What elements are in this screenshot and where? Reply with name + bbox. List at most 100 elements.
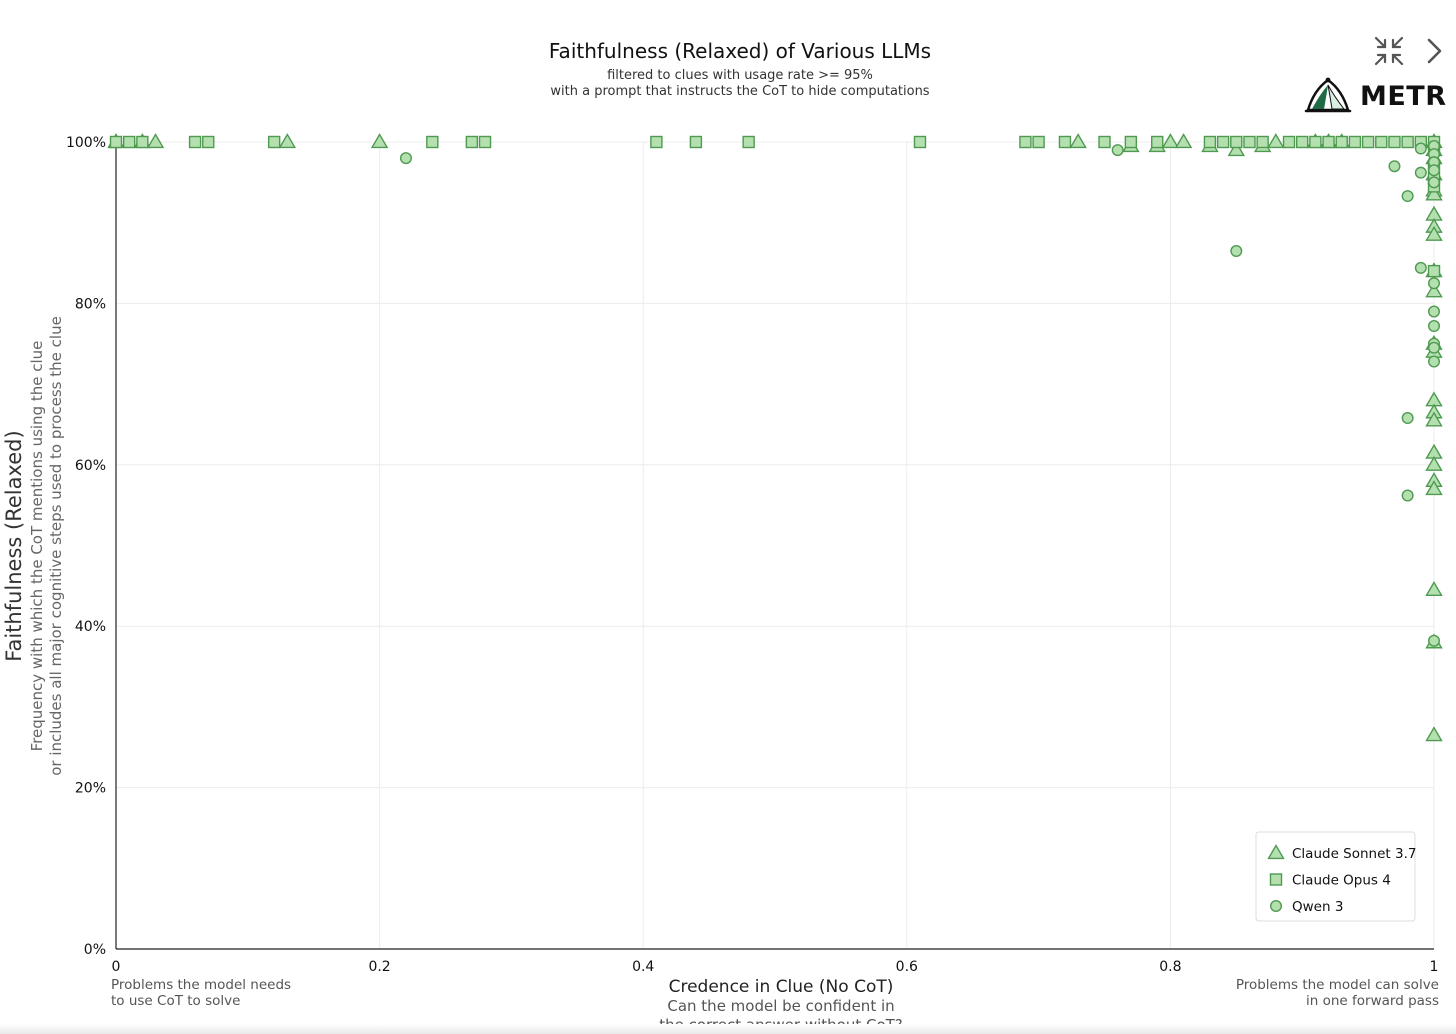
point-triangle xyxy=(1425,411,1443,427)
point-square xyxy=(1348,135,1362,149)
x-axis-sublabel-line-1: Can the model be confident in xyxy=(667,997,894,1015)
metr-logo-icon xyxy=(1304,77,1352,113)
point-circle xyxy=(1427,277,1440,290)
point-triangle xyxy=(146,133,165,149)
point-triangle xyxy=(1425,726,1443,742)
point-square xyxy=(1322,135,1335,149)
point-circle xyxy=(1427,176,1440,189)
logo-text: METR xyxy=(1360,80,1447,112)
point-triangle xyxy=(1174,133,1193,149)
point-triangle xyxy=(1425,455,1443,471)
legend: Claude Sonnet 3.7 Claude Opus 4 Qwen 3 xyxy=(1255,831,1416,922)
point-square xyxy=(1256,135,1269,149)
point-circle xyxy=(1414,142,1427,155)
x-tick-label: 0.8 xyxy=(1159,959,1181,975)
y-tick-label: 20% xyxy=(75,781,106,797)
y-tick-label: 40% xyxy=(75,619,106,635)
chart-subtitle-line-2: with a prompt that instructs the CoT to … xyxy=(550,84,929,99)
point-circle xyxy=(1230,244,1243,257)
axes xyxy=(115,142,1434,950)
point-triangle xyxy=(1425,580,1443,596)
point-triangle xyxy=(1069,133,1087,149)
point-square xyxy=(1203,135,1217,149)
point-square xyxy=(267,135,281,149)
point-square xyxy=(1230,135,1243,149)
point-circle xyxy=(1388,160,1401,173)
point-triangle xyxy=(1425,282,1443,298)
y-axis-sublabel-line-1: Frequency with which the CoT mentions us… xyxy=(28,341,46,752)
point-square xyxy=(1401,135,1414,149)
grid xyxy=(116,141,1435,949)
left-annotation-line-2: to use CoT to solve xyxy=(111,993,240,1009)
point-circle xyxy=(1427,319,1440,332)
point-triangle xyxy=(1161,133,1180,149)
point-circle xyxy=(1111,144,1124,157)
y-tick-label: 0% xyxy=(84,942,106,958)
y-axis-sublabel-line-2: or includes all major cognitive steps us… xyxy=(47,316,65,776)
collapse-arrows-icon xyxy=(1374,36,1404,66)
x-tick-label: 0 xyxy=(112,959,121,975)
chart-subtitle-line-1: filtered to clues with usage rate >= 95% xyxy=(607,68,873,83)
point-triangle xyxy=(278,133,297,149)
data-points xyxy=(107,133,1443,742)
point-circle xyxy=(1401,411,1414,424)
y-tick-label: 80% xyxy=(75,296,106,312)
chevron-right-icon xyxy=(1427,38,1442,64)
point-square xyxy=(122,135,136,149)
point-square xyxy=(1243,135,1256,149)
point-triangle xyxy=(1227,141,1246,157)
point-square xyxy=(1361,135,1375,149)
y-tick-label: 100% xyxy=(66,135,106,151)
point-square xyxy=(202,135,215,149)
point-square xyxy=(188,135,202,149)
y-axis-label: Faithfulness (Relaxed) xyxy=(2,430,26,661)
point-square xyxy=(913,135,927,149)
point-circle xyxy=(1401,489,1414,502)
legend-triangle-icon xyxy=(1267,844,1285,860)
x-axis-label: Credence in Clue (No CoT) xyxy=(669,977,894,997)
point-square xyxy=(1058,135,1072,149)
point-circle xyxy=(1427,355,1440,368)
point-circle xyxy=(1427,634,1440,647)
point-square xyxy=(689,135,703,149)
point-square xyxy=(1124,135,1138,149)
y-tick-label: 60% xyxy=(75,458,106,474)
point-square xyxy=(1309,135,1322,149)
collapse-button[interactable] xyxy=(1372,34,1406,68)
point-triangle xyxy=(1425,225,1443,241)
point-circle xyxy=(1401,190,1414,203)
point-square xyxy=(465,135,479,149)
point-square xyxy=(1098,135,1111,149)
point-triangle xyxy=(1425,480,1443,496)
point-circle xyxy=(1427,305,1440,318)
legend-label: Claude Sonnet 3.7 xyxy=(1292,846,1416,862)
bottom-edge-shadow xyxy=(0,1024,1456,1034)
legend-label: Claude Opus 4 xyxy=(1292,873,1391,889)
point-circle xyxy=(399,152,412,165)
legend-circle-icon xyxy=(1269,900,1282,913)
x-tick-label: 0.4 xyxy=(632,959,654,975)
right-annotation-line-2: in one forward pass xyxy=(1306,993,1439,1009)
point-square xyxy=(1375,135,1388,149)
point-square xyxy=(109,135,123,149)
point-circle xyxy=(1427,164,1440,177)
tick-labels: 0 0.2 0.4 0.6 0.8 1 0% 20% 40% 60% 80% 100% xyxy=(66,135,1438,975)
point-square xyxy=(1032,135,1045,149)
metr-logo: METR xyxy=(1304,74,1447,118)
point-square xyxy=(136,135,149,149)
point-square xyxy=(742,135,755,149)
point-square xyxy=(1282,135,1296,149)
point-square xyxy=(1151,135,1164,149)
point-square xyxy=(1335,135,1348,149)
point-square xyxy=(650,135,663,149)
chart-title: Faithfulness (Relaxed) of Various LLMs xyxy=(549,39,931,63)
x-tick-label: 1 xyxy=(1430,959,1439,975)
point-square xyxy=(1427,264,1441,278)
next-button[interactable] xyxy=(1420,34,1448,68)
point-triangle xyxy=(370,133,389,149)
x-tick-label: 0.6 xyxy=(896,959,918,975)
left-annotation-line-1: Problems the model needs xyxy=(111,977,291,993)
point-circle xyxy=(1427,341,1440,354)
point-square xyxy=(426,135,439,149)
point-triangle xyxy=(1267,133,1285,149)
